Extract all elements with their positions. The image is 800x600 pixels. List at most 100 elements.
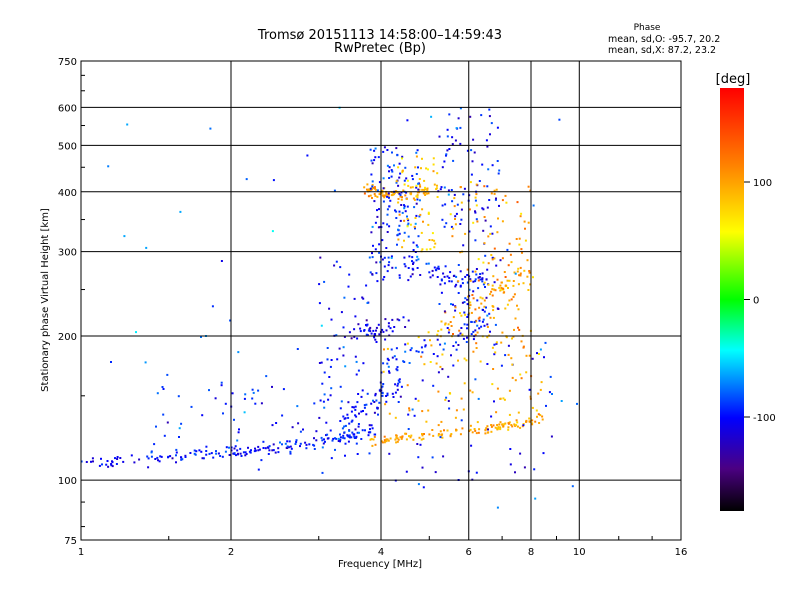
data-point: [526, 259, 529, 262]
data-point: [394, 209, 396, 212]
data-point: [465, 341, 468, 343]
data-point: [249, 451, 252, 454]
data-point: [475, 273, 478, 276]
data-point: [372, 329, 375, 332]
data-point: [395, 217, 398, 219]
data-point: [510, 424, 513, 426]
data-point: [115, 463, 118, 465]
data-point: [431, 456, 434, 459]
data-point: [454, 215, 457, 218]
data-point: [167, 456, 169, 459]
data-point: [396, 440, 399, 443]
data-point: [484, 286, 486, 288]
data-point: [433, 246, 436, 249]
data-point: [430, 115, 433, 118]
data-point: [232, 452, 235, 455]
data-point: [373, 411, 376, 414]
data-point: [341, 427, 344, 430]
data-point: [432, 170, 435, 173]
data-point: [91, 457, 94, 460]
data-point: [336, 358, 339, 361]
data-point: [412, 241, 415, 244]
data-point: [480, 302, 483, 305]
data-point: [419, 274, 422, 276]
data-point: [514, 317, 517, 320]
data-point: [363, 406, 366, 409]
data-point: [389, 199, 392, 202]
data-point: [123, 235, 126, 238]
data-point: [373, 159, 376, 162]
data-point: [409, 349, 412, 352]
data-point: [358, 412, 360, 415]
data-point: [130, 454, 133, 457]
data-point: [308, 443, 311, 446]
data-point: [390, 256, 393, 259]
data-point: [404, 326, 407, 328]
data-point: [299, 430, 302, 433]
data-point: [337, 437, 340, 440]
data-point: [509, 463, 512, 466]
data-point: [374, 248, 377, 251]
data-point: [516, 425, 519, 428]
data-point: [251, 388, 254, 391]
data-point: [325, 434, 327, 437]
data-point: [339, 407, 342, 410]
data-point: [427, 409, 430, 412]
data-point: [388, 177, 391, 179]
data-point: [528, 417, 531, 420]
data-point: [513, 271, 516, 274]
data-point: [435, 362, 438, 365]
data-point: [262, 447, 265, 449]
data-point: [531, 357, 534, 360]
data-point: [400, 198, 403, 201]
data-point: [110, 361, 112, 363]
data-point: [401, 196, 403, 199]
data-point: [415, 244, 418, 247]
data-point: [511, 376, 514, 379]
data-point: [370, 438, 373, 440]
data-point: [548, 391, 551, 394]
data-point: [395, 434, 398, 437]
x-tick-label: 2: [228, 547, 234, 558]
data-point: [490, 425, 493, 428]
data-point: [388, 370, 390, 373]
data-point: [418, 436, 421, 439]
data-point: [340, 400, 343, 403]
data-point: [433, 183, 436, 186]
data-point: [475, 268, 478, 270]
data-point: [466, 274, 469, 276]
data-point: [376, 280, 379, 283]
data-point: [491, 346, 494, 349]
data-point: [319, 399, 322, 402]
data-point: [222, 412, 224, 415]
data-point: [330, 457, 333, 460]
data-point: [466, 327, 468, 330]
data-point: [429, 339, 431, 342]
data-point: [467, 295, 470, 298]
data-point: [501, 331, 504, 334]
data-point: [477, 287, 480, 290]
data-point: [321, 446, 324, 449]
data-point: [378, 333, 381, 336]
data-point: [401, 170, 404, 172]
data-point: [528, 271, 531, 274]
data-point: [383, 435, 386, 438]
data-point: [397, 238, 400, 241]
data-point: [449, 271, 452, 274]
data-point: [313, 448, 316, 450]
data-point: [325, 421, 328, 424]
data-point: [369, 148, 372, 151]
data-point: [427, 223, 430, 226]
data-point: [447, 375, 450, 378]
data-point: [424, 344, 427, 347]
data-point: [417, 182, 420, 185]
data-point: [371, 427, 374, 430]
data-point: [344, 442, 347, 445]
data-point: [344, 417, 347, 420]
data-point: [371, 188, 374, 191]
data-point: [422, 192, 425, 195]
data-point: [374, 338, 377, 341]
data-point: [425, 248, 428, 251]
data-point: [376, 209, 378, 212]
data-point: [492, 309, 495, 312]
